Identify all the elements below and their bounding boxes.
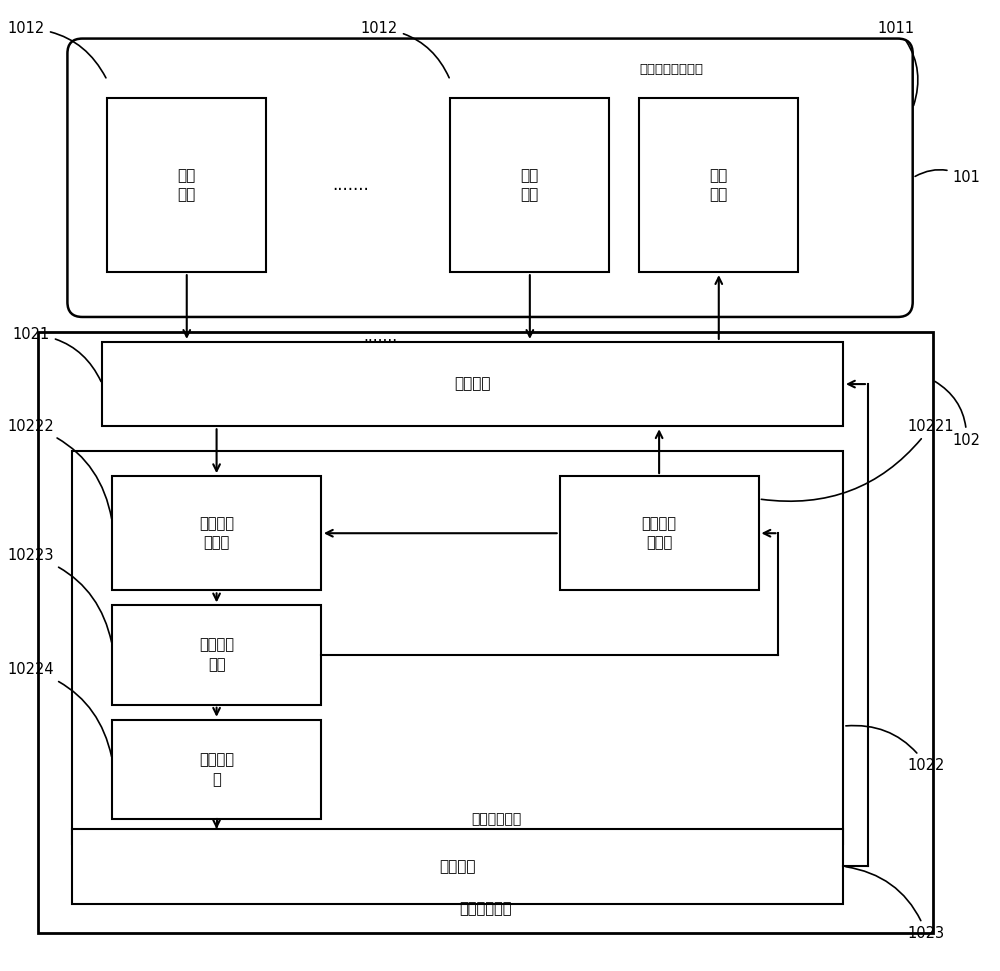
Text: 101: 101: [915, 170, 980, 185]
Text: .......: .......: [332, 176, 369, 194]
Text: 1012: 1012: [8, 21, 106, 78]
Text: 模数转换
前端: 模数转换 前端: [199, 638, 234, 673]
Text: 10223: 10223: [8, 548, 112, 643]
Bar: [112, 720, 321, 820]
Text: 超声信号
解调器: 超声信号 解调器: [199, 516, 234, 551]
Text: 模数转换
器: 模数转换 器: [199, 752, 234, 787]
FancyBboxPatch shape: [67, 39, 913, 317]
Text: 1023: 1023: [846, 867, 945, 941]
Bar: [112, 605, 321, 705]
Text: 接收
探头: 接收 探头: [521, 168, 539, 203]
Text: 10222: 10222: [8, 419, 112, 519]
Text: 信号处理组件: 信号处理组件: [459, 901, 511, 916]
Bar: [560, 476, 759, 590]
Text: 1021: 1021: [13, 327, 101, 382]
Bar: [72, 829, 843, 904]
Text: 信号处理单元: 信号处理单元: [471, 812, 521, 826]
Text: 超声信号
发生器: 超声信号 发生器: [642, 516, 677, 551]
Bar: [38, 332, 933, 933]
Bar: [107, 98, 266, 272]
Text: 1011: 1011: [878, 21, 918, 106]
Bar: [72, 452, 843, 844]
Bar: [639, 98, 798, 272]
Text: 发射
探头: 发射 探头: [710, 168, 728, 203]
Bar: [450, 98, 609, 272]
Text: 10224: 10224: [8, 662, 112, 756]
Text: 1022: 1022: [846, 725, 945, 773]
Text: 1012: 1012: [361, 21, 449, 78]
Text: 102: 102: [935, 382, 980, 448]
Bar: [112, 476, 321, 590]
Text: 开关单元: 开关单元: [454, 377, 491, 391]
Bar: [102, 342, 843, 426]
Text: 接收
探头: 接收 探头: [178, 168, 196, 203]
Text: .......: .......: [364, 329, 398, 345]
Text: 三路以上监测探头: 三路以上监测探头: [639, 63, 703, 77]
Text: 10221: 10221: [761, 419, 954, 501]
Text: 控制单元: 控制单元: [439, 858, 476, 874]
